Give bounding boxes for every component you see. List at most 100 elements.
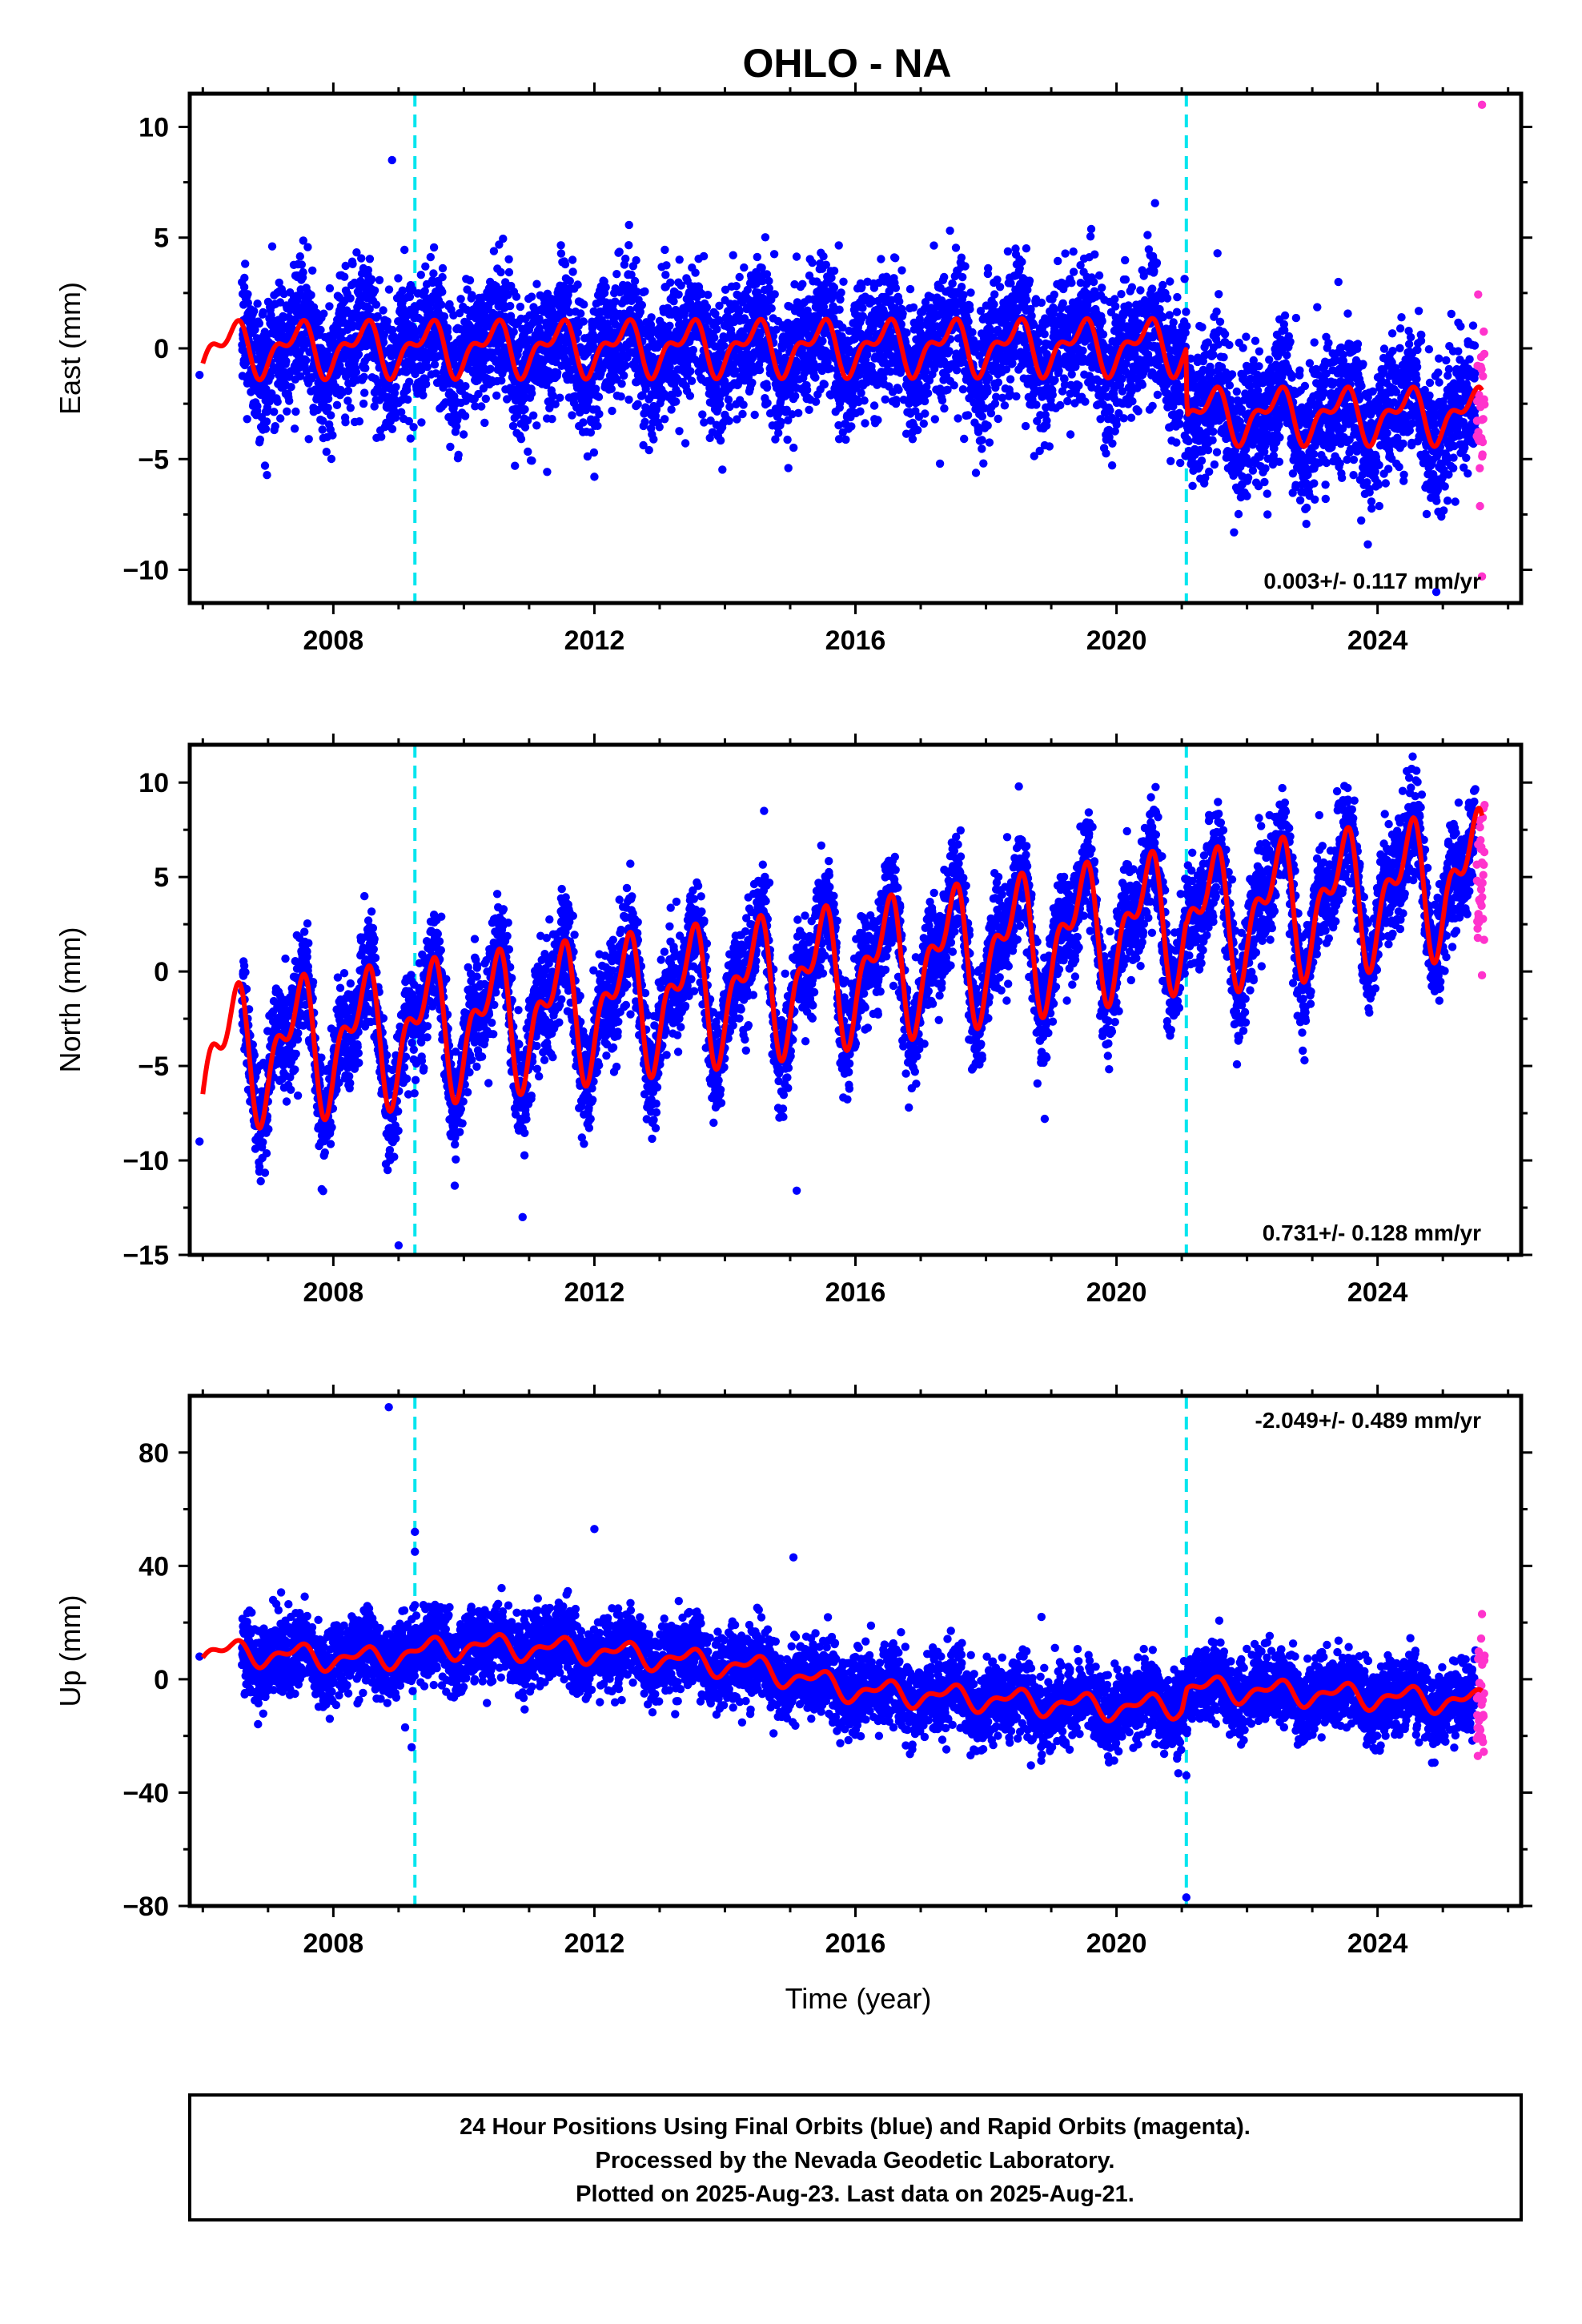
final-orbit-point xyxy=(1121,275,1130,284)
final-orbit-point xyxy=(820,380,829,389)
final-orbit-point xyxy=(421,262,430,271)
final-orbit-point xyxy=(819,251,828,261)
final-orbit-point xyxy=(655,423,664,432)
final-orbit-point xyxy=(725,416,733,425)
final-orbit-point xyxy=(920,396,930,406)
final-orbit-point xyxy=(370,402,379,411)
final-orbit-point xyxy=(984,263,993,273)
final-orbit-point xyxy=(1111,302,1120,311)
final-orbit-point xyxy=(287,383,295,392)
final-orbit-point xyxy=(873,416,882,424)
final-orbit-point xyxy=(979,459,988,468)
final-orbit-point xyxy=(1067,370,1076,379)
final-orbit-point xyxy=(923,388,933,398)
final-orbit-point xyxy=(791,392,800,400)
final-orbit-point xyxy=(416,271,425,279)
final-orbit-point xyxy=(454,450,463,460)
final-orbit-point xyxy=(672,397,681,406)
final-orbit-point xyxy=(489,247,499,255)
final-orbit-point xyxy=(624,395,633,404)
final-orbit-point xyxy=(323,404,332,412)
final-orbit-point xyxy=(640,417,649,427)
final-orbit-point xyxy=(767,304,776,313)
final-orbit-point xyxy=(460,412,470,420)
final-orbit-point xyxy=(829,267,839,275)
final-orbit-point xyxy=(763,399,772,408)
final-orbit-point xyxy=(446,442,455,452)
final-orbit-point xyxy=(685,392,695,400)
final-orbit-point xyxy=(1094,271,1104,280)
final-orbit-point xyxy=(1040,330,1049,339)
final-orbit-point xyxy=(455,308,464,318)
final-orbit-point xyxy=(1081,397,1090,406)
final-orbit-point xyxy=(948,279,957,288)
final-orbit-point xyxy=(959,291,968,300)
final-orbit-point xyxy=(440,312,449,321)
final-orbit-point xyxy=(267,311,275,320)
final-orbit-point xyxy=(594,392,604,401)
final-orbit-point xyxy=(295,252,304,261)
final-orbit-point xyxy=(243,290,252,299)
final-orbit-point xyxy=(568,411,576,420)
final-orbit-point xyxy=(829,283,839,292)
final-orbit-point xyxy=(346,404,355,412)
final-orbit-point xyxy=(361,364,370,372)
final-orbit-point xyxy=(359,399,368,408)
final-orbit-point xyxy=(579,317,588,326)
final-orbit-point xyxy=(1086,224,1096,234)
final-orbit-point xyxy=(921,409,930,418)
final-orbit-point xyxy=(511,461,520,470)
final-orbit-point xyxy=(1086,232,1095,241)
final-orbit-point xyxy=(818,336,827,345)
final-orbit-point xyxy=(954,414,962,423)
final-orbit-point xyxy=(360,388,369,397)
final-orbit-point xyxy=(675,255,684,264)
final-orbit-point xyxy=(462,305,472,314)
final-orbit-point xyxy=(847,422,856,431)
final-orbit-point xyxy=(297,260,306,269)
final-orbit-point xyxy=(322,448,331,456)
final-orbit-point xyxy=(1106,406,1114,415)
final-orbit-point xyxy=(420,287,429,296)
final-orbit-point xyxy=(669,297,678,306)
final-orbit-point xyxy=(869,401,879,410)
final-orbit-point xyxy=(403,385,412,395)
final-orbit-point xyxy=(993,275,1002,284)
final-orbit-point xyxy=(624,241,633,250)
final-orbit-point xyxy=(748,378,757,388)
final-orbit-point xyxy=(348,259,357,268)
final-orbit-point xyxy=(963,411,973,420)
final-orbit-point xyxy=(548,415,556,424)
final-orbit-point xyxy=(375,275,384,284)
final-orbit-point xyxy=(504,255,513,263)
final-orbit-point xyxy=(615,247,624,256)
final-orbit-point xyxy=(702,303,712,312)
final-orbit-point xyxy=(419,391,428,400)
final-orbit-point xyxy=(290,424,299,433)
final-orbit-point xyxy=(985,438,994,447)
final-orbit-point xyxy=(520,405,529,414)
final-orbit-point xyxy=(417,418,426,427)
final-orbit-point xyxy=(379,338,388,347)
final-orbit-point xyxy=(1112,420,1121,429)
final-orbit-point xyxy=(351,368,361,376)
final-orbit-point xyxy=(978,444,986,453)
final-orbit-point xyxy=(1110,295,1119,304)
final-orbit-point xyxy=(675,427,684,436)
final-orbit-point xyxy=(861,419,869,428)
final-orbit-point xyxy=(990,290,999,299)
final-orbit-point xyxy=(902,328,911,337)
final-orbit-point xyxy=(665,321,674,330)
final-orbit-point xyxy=(318,425,327,434)
final-orbit-point xyxy=(255,435,264,444)
final-orbit-point xyxy=(686,367,695,376)
final-orbit-point xyxy=(325,302,334,311)
final-orbit-point xyxy=(621,361,630,370)
final-orbit-point xyxy=(357,254,366,263)
final-orbit-point xyxy=(1066,430,1075,439)
final-orbit-point xyxy=(239,283,249,292)
final-orbit-point xyxy=(285,396,294,405)
final-orbit-point xyxy=(346,294,355,303)
final-orbit-point xyxy=(983,387,992,396)
